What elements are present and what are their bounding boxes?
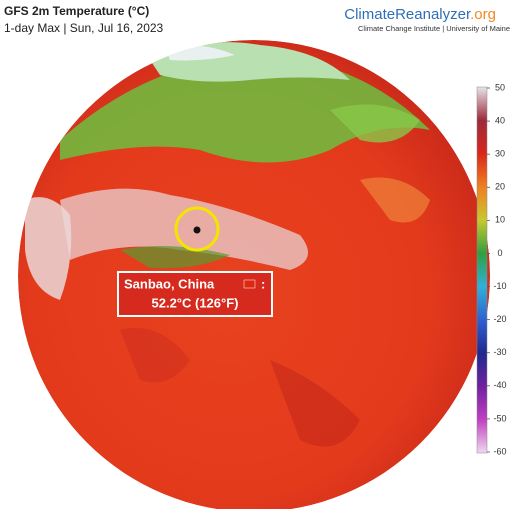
colorbar-tick-label: -50 <box>493 413 506 423</box>
callout-box <box>117 271 273 317</box>
flag <box>243 279 256 289</box>
brand-tagline: Climate Change Institute | University of… <box>358 24 510 33</box>
colorbar-tick-label: 20 <box>495 182 505 192</box>
location-ring <box>174 206 220 252</box>
colorbar-tick-label: -10 <box>493 281 506 291</box>
brand-name: ClimateReanalyzer <box>344 6 471 23</box>
title: GFS 2m Temperature (°C) <box>4 4 149 18</box>
location-dot <box>193 226 201 234</box>
colorbar-tick-label: -60 <box>493 446 506 456</box>
brand: ClimateReanalyzer.org <box>344 6 496 23</box>
colorbar-tick-label: 30 <box>495 149 505 159</box>
callout-value: 52.2°C (126°F) <box>152 295 239 310</box>
colorbar <box>476 86 488 454</box>
colorbar-tick-label: 10 <box>495 215 505 225</box>
subtitle: 1-day Max | Sun, Jul 16, 2023 <box>4 21 164 35</box>
colorbar-tick-label: -30 <box>493 347 506 357</box>
colorbar-tick-label: 40 <box>495 115 505 125</box>
colorbar-tick-label: 0 <box>497 248 502 258</box>
colorbar-tick-label: -20 <box>493 314 506 324</box>
callout-separator: : <box>261 276 265 291</box>
colorbar-tick-label: 50 <box>495 82 505 92</box>
brand-suffix: .org <box>470 6 496 23</box>
callout-location: Sanbao, China <box>124 276 215 291</box>
colorbar-tick-label: -40 <box>493 380 506 390</box>
